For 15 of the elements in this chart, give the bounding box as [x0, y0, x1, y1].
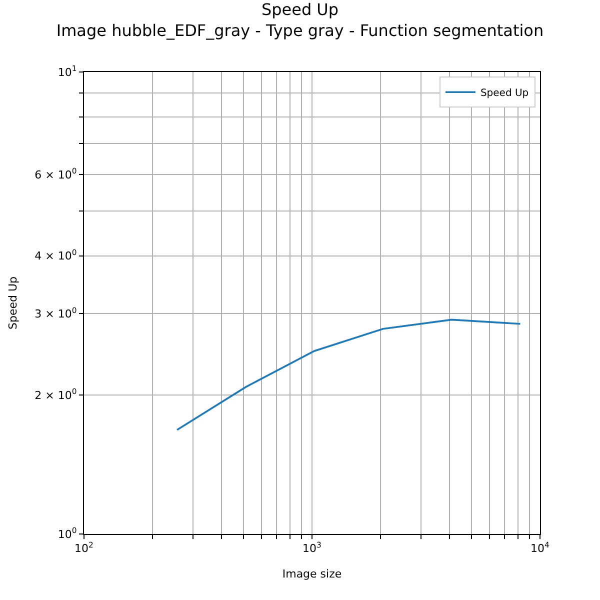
y-tick-label: 6 × 10$^{0}$: [34, 166, 77, 182]
legend-label: Speed Up: [480, 88, 529, 100]
y-tick-label: 3 × 10$^{0}$: [34, 306, 77, 320]
y-axis-title: Speed Up: [6, 276, 20, 330]
chart-title: Speed Up: [261, 0, 339, 19]
y-tick-label: 2 × 10$^{0}$: [34, 387, 77, 402]
x-axis-title: Image size: [282, 567, 342, 580]
x-tick-label: 10$^{3}$: [302, 540, 322, 556]
y-tick-label: 4 × 10$^{0}$: [34, 248, 77, 263]
x-tick-label: 10$^{2}$: [74, 540, 94, 556]
y-tick-label: 10$^{0}$: [58, 526, 77, 541]
x-tick-label: 10$^{4}$: [530, 540, 550, 556]
y-tick-label: 10$^{1}$: [58, 64, 77, 79]
chart-subtitle: Image hubble_EDF_gray - Type gray - Function segmentation: [56, 20, 544, 40]
line-series: [176, 318, 522, 431]
